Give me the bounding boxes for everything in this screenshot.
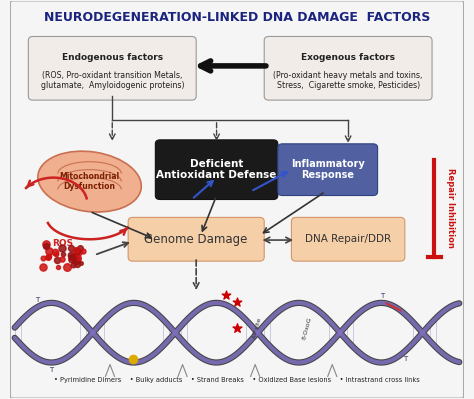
Point	[73, 255, 81, 261]
FancyBboxPatch shape	[278, 144, 378, 196]
Point	[129, 356, 137, 362]
Point	[233, 324, 241, 331]
Point	[73, 247, 80, 254]
Point	[55, 264, 62, 270]
Point	[44, 254, 52, 261]
Text: AP site: AP site	[252, 318, 263, 340]
FancyBboxPatch shape	[28, 36, 196, 100]
Text: NEURODEGENERATION-LINKED DNA DAMAGE  FACTORS: NEURODEGENERATION-LINKED DNA DAMAGE FACT…	[44, 11, 430, 24]
Point	[44, 254, 52, 260]
Text: T: T	[35, 297, 39, 303]
Text: (Pro-oxidant heavy metals and toxins,
Stress,  Cigarette smoke, Pesticides): (Pro-oxidant heavy metals and toxins, St…	[273, 71, 423, 90]
Point	[77, 260, 84, 266]
Point	[46, 253, 53, 259]
Point	[73, 257, 80, 263]
Point	[53, 256, 61, 263]
Point	[58, 244, 65, 251]
Text: Deficient
Antioxidant Defense: Deficient Antioxidant Defense	[156, 159, 277, 180]
Point	[64, 264, 71, 271]
FancyBboxPatch shape	[128, 217, 264, 261]
Point	[45, 248, 53, 255]
Text: (ROS, Pro-oxidant transition Metals,
glutamate,  Amyloidogenic proteins): (ROS, Pro-oxidant transition Metals, glu…	[40, 71, 184, 90]
Point	[73, 247, 81, 254]
Point	[67, 245, 75, 251]
Point	[43, 241, 50, 247]
Point	[73, 261, 81, 267]
Point	[233, 298, 241, 305]
Text: • Pyrimidine Dimers    • Bulky adducts    • Strand Breaks    • Oxidized Base les: • Pyrimidine Dimers • Bulky adducts • St…	[54, 377, 420, 383]
Point	[59, 251, 66, 258]
Text: T: T	[49, 367, 53, 373]
Point	[69, 262, 77, 269]
Point	[39, 255, 47, 261]
Text: Genome Damage: Genome Damage	[145, 233, 248, 246]
Text: DNA Repair/DDR: DNA Repair/DDR	[305, 234, 391, 244]
Point	[68, 255, 76, 262]
Text: Inflammatory
Response: Inflammatory Response	[291, 159, 365, 180]
Point	[76, 245, 83, 251]
Text: Repair Inhibition: Repair Inhibition	[446, 168, 455, 247]
Point	[52, 249, 59, 255]
Point	[79, 248, 87, 254]
Text: Mitochondrial
Dysfunction: Mitochondrial Dysfunction	[60, 172, 119, 191]
Point	[43, 243, 50, 249]
Text: T: T	[403, 356, 407, 361]
Text: Endogenous factors: Endogenous factors	[62, 53, 163, 62]
FancyBboxPatch shape	[292, 217, 405, 261]
Text: 8-OxoG: 8-OxoG	[302, 317, 313, 341]
Point	[74, 249, 82, 255]
Point	[222, 292, 229, 298]
Text: Exogenous factors: Exogenous factors	[301, 53, 395, 62]
FancyBboxPatch shape	[155, 140, 278, 200]
Point	[67, 252, 74, 258]
Point	[52, 251, 60, 257]
Point	[39, 264, 47, 270]
Text: ROS: ROS	[52, 239, 73, 248]
Point	[58, 256, 66, 263]
Text: T: T	[380, 293, 384, 299]
Point	[68, 254, 76, 260]
FancyBboxPatch shape	[264, 36, 432, 100]
Ellipse shape	[38, 151, 141, 212]
